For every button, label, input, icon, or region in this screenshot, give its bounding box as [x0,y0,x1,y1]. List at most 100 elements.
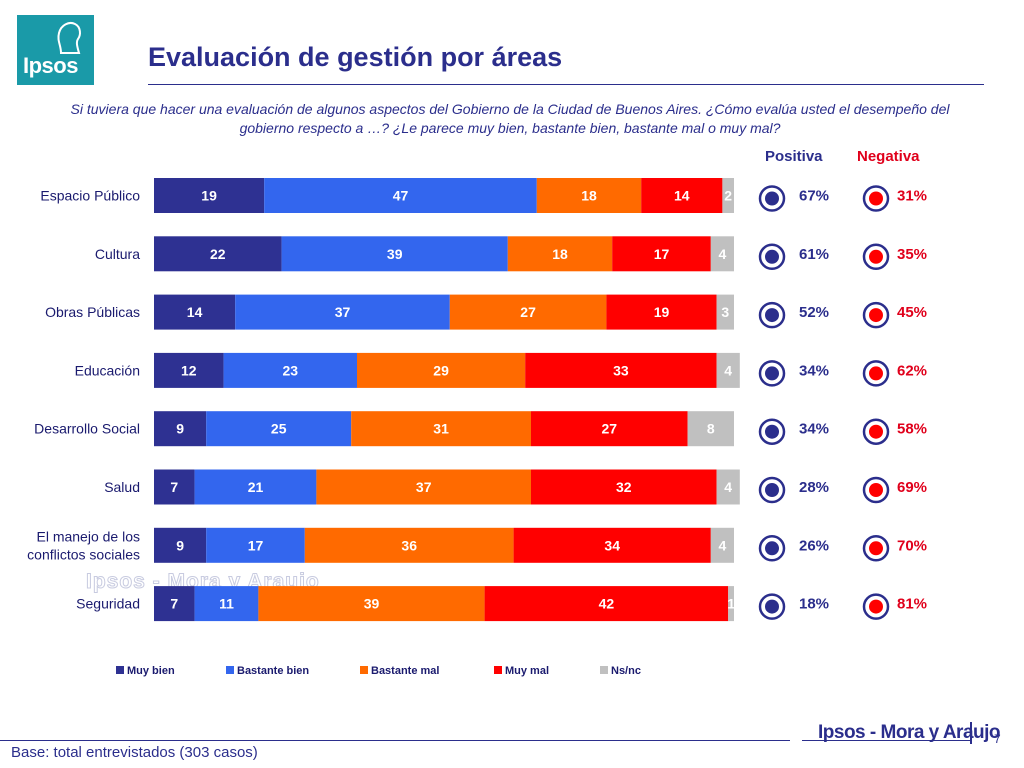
ipsos-logo: Ipsos [17,15,94,85]
bar-segment [235,294,450,330]
data-label: 37 [416,479,432,495]
legend-swatch [494,666,502,674]
negative-value: 81% [897,596,927,613]
positive-dot-icon [765,541,779,556]
negative-value: 31% [897,188,927,205]
bar-segment [716,294,734,330]
bar-segment [258,586,485,622]
bar-segment [351,411,531,447]
bar-segment [264,178,537,213]
bar-segment [525,352,717,388]
data-label: 7 [170,479,178,495]
base-note: Base: total entrevistados (303 casos) [11,744,258,761]
bar-segment [449,294,607,330]
data-label: 14 [674,188,690,204]
bar-segment [154,236,282,272]
bar-segment [612,236,711,272]
negative-dot-icon [869,483,883,497]
negative-dot-icon [869,599,883,614]
data-label: 47 [393,188,409,204]
data-label: 39 [364,596,380,612]
data-label: 25 [271,421,287,437]
page-number: 7 [994,732,1001,746]
positive-dot-icon [765,366,779,381]
negative-value: 70% [897,537,927,554]
bar-segment [513,527,711,563]
data-label: 39 [387,246,403,262]
positive-value: 67% [799,188,829,205]
bar-segment [154,352,224,388]
data-label: 31 [433,421,449,437]
bar-segment [606,294,717,330]
data-label: 17 [248,537,264,553]
bar-segment [531,469,717,505]
data-label: 14 [187,304,203,320]
data-label: 23 [283,362,299,378]
bar-segment [484,586,729,622]
bar-segment [716,352,740,388]
data-label: 4 [724,362,732,378]
footer-divider [0,740,790,741]
positive-value: 34% [799,421,829,438]
category-label: Desarrollo Social [34,421,140,437]
logo-text: Ipsos [23,53,78,78]
page-title: Evaluación de gestión por áreas [148,42,563,72]
data-label: 34 [604,537,620,553]
negative-dot-icon [869,308,883,323]
data-label: 18 [581,188,597,204]
negative-value: 35% [897,246,927,263]
bar-segment [710,236,734,272]
data-label: 4 [719,246,727,262]
data-label: 42 [599,596,615,612]
bar-segment [710,527,734,563]
bar-segment [154,294,236,330]
data-label: 33 [613,362,629,378]
data-label: 8 [707,421,715,437]
bar-segment [194,586,259,622]
data-label: 11 [219,596,234,612]
positive-dot-icon [765,483,779,497]
negative-dot-icon [869,249,883,264]
positive-dot-icon [765,249,779,264]
negative-dot-icon [869,424,883,439]
positive-value: 34% [799,362,829,379]
legend-label: Bastante mal [371,665,439,677]
data-label: 3 [721,304,729,320]
bar-segment [206,527,305,563]
bar-segment [357,352,526,388]
data-label: 1 [727,596,735,612]
data-label: 37 [335,304,351,320]
survey-question: Si tuviera que hacer una evaluación de a… [70,101,950,136]
bar-segment [687,411,734,447]
bar-segment [316,469,531,505]
data-label: 19 [654,304,670,320]
bar-segment [206,411,352,447]
negative-dot-icon [869,541,883,556]
negative-dot-icon [869,191,883,206]
bar-segment [536,178,642,213]
category-label: Obras Públicas [45,304,140,320]
legend-swatch [360,666,368,674]
positive-dot-icon [765,599,779,614]
data-label: 36 [401,537,417,553]
legend-swatch [226,666,234,674]
bar-segment [154,178,265,213]
data-label: 17 [654,246,670,262]
data-label: 32 [616,479,632,495]
data-label: 9 [176,421,184,437]
data-label: 19 [201,188,217,204]
data-label: 29 [433,362,449,378]
data-label: 12 [181,362,197,378]
logo-head-icon [57,22,81,54]
footer-divider-right [802,740,970,741]
bar-segment [154,527,207,563]
category-label: Seguridad [76,596,140,612]
footer-brand: Ipsos - Mora y Araujo [818,722,1001,743]
bar-segment [722,178,734,213]
data-label: 4 [724,479,732,495]
positive-dot-icon [765,191,779,206]
data-label: 21 [248,479,264,495]
positive-value: 18% [799,596,829,613]
bar-segment [304,527,514,563]
bar-segment [194,469,317,505]
